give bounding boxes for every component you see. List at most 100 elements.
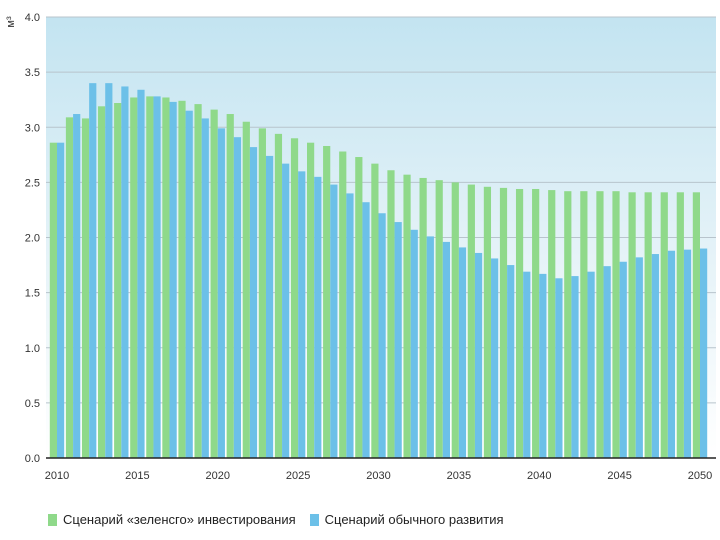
bar-blue-2036 <box>474 252 483 458</box>
bar-green-2028 <box>339 151 347 458</box>
x-tick-label: 2015 <box>125 470 149 482</box>
legend: Сценарий «зеленсго» инвестирования Сцена… <box>48 512 518 527</box>
bar-blue-2016 <box>153 96 161 458</box>
bar-blue-2049 <box>683 249 692 458</box>
legend-item-blue: Сценарий обычного развития <box>309 512 504 527</box>
y-tick-label: 3.5 <box>25 67 40 79</box>
bar-green-2015 <box>130 97 138 458</box>
y-unit-label: м³ <box>5 16 17 28</box>
bar-blue-2050 <box>700 248 708 458</box>
x-tick-label: 2050 <box>688 470 712 482</box>
bar-green-2033 <box>419 177 427 458</box>
bar-blue-2033 <box>426 236 434 458</box>
bar-green-2016 <box>146 96 154 458</box>
bar-green-2014 <box>114 103 122 458</box>
bar-green-2025 <box>290 138 299 458</box>
bar-blue-2032 <box>410 229 418 458</box>
bar-green-2010 <box>49 142 57 458</box>
x-tick-label: 2035 <box>447 470 471 482</box>
bar-green-2043 <box>580 191 588 458</box>
bar-green-2046 <box>628 192 636 459</box>
y-tick-label: 3.0 <box>25 122 40 134</box>
bar-blue-2018 <box>185 110 193 459</box>
bar-blue-2037 <box>491 258 499 458</box>
bar-green-2022 <box>242 121 250 459</box>
bar-blue-2019 <box>201 118 209 459</box>
bar-blue-2027 <box>330 184 338 458</box>
bar-green-2032 <box>403 174 411 458</box>
bar-blue-2013 <box>105 83 113 459</box>
bar-blue-2024 <box>282 163 290 458</box>
x-tick-labels: 2010 2015 2020 2025 2030 2035 2040 2045 2050 <box>45 470 712 482</box>
bar-blue-2044 <box>603 266 611 458</box>
bar-green-2037 <box>483 186 492 459</box>
bar-green-2019 <box>194 104 202 458</box>
bar-blue-2014 <box>121 86 129 459</box>
bar-green-2048 <box>660 192 668 459</box>
bar-green-2034 <box>435 180 443 459</box>
bar-green-2038 <box>499 187 508 458</box>
bar-green-2030 <box>371 163 379 458</box>
x-tick-label: 2020 <box>206 470 230 482</box>
bar-green-2011 <box>65 117 74 458</box>
bar-groups <box>49 83 708 459</box>
legend-swatch-blue <box>309 513 319 526</box>
bar-blue-2011 <box>73 114 81 459</box>
bar-green-2018 <box>178 100 186 458</box>
bar-blue-2017 <box>169 101 177 458</box>
bar-green-2036 <box>467 184 475 458</box>
bar-green-2040 <box>532 188 540 459</box>
x-tick-label: 2045 <box>607 470 631 482</box>
bar-green-2012 <box>81 118 90 459</box>
bar-green-2021 <box>226 114 234 459</box>
bar-green-2024 <box>274 133 283 458</box>
bar-blue-2045 <box>619 261 627 458</box>
bar-green-2031 <box>387 170 395 458</box>
bar-blue-2029 <box>362 202 370 458</box>
bar-blue-2034 <box>442 241 450 458</box>
bar-green-2045 <box>612 191 620 458</box>
x-tick-label: 2025 <box>286 470 310 482</box>
bar-green-2023 <box>258 128 266 458</box>
bar-green-2020 <box>210 109 218 459</box>
x-tick-label: 2010 <box>45 470 69 482</box>
bar-green-2049 <box>676 192 684 459</box>
bar-blue-2048 <box>667 250 676 458</box>
legend-item-green: Сценарий «зеленсго» инвестирования <box>48 512 296 527</box>
bar-blue-2023 <box>265 155 274 458</box>
y-tick-label: 2.5 <box>25 177 40 189</box>
bar-green-2050 <box>692 192 700 459</box>
y-tick-label: 1.0 <box>25 343 40 355</box>
bar-blue-2041 <box>555 278 563 458</box>
bar-green-2044 <box>596 191 604 458</box>
bar-blue-2031 <box>394 222 402 458</box>
bar-blue-2039 <box>523 271 531 458</box>
bar-blue-2021 <box>233 137 242 459</box>
bar-blue-2026 <box>314 176 322 459</box>
y-tick-label: 1.5 <box>25 288 40 300</box>
bar-green-2026 <box>307 142 315 458</box>
bar-green-2039 <box>515 188 524 459</box>
bar-blue-2025 <box>298 171 306 458</box>
bar-blue-2012 <box>89 83 97 459</box>
legend-label-blue: Сценарий обычного развития <box>324 512 504 527</box>
y-tick-label: 4.0 <box>25 12 40 24</box>
bar-blue-2043 <box>587 271 595 458</box>
bar-green-2041 <box>548 190 556 458</box>
bar-blue-2020 <box>217 128 225 458</box>
bar-green-2047 <box>644 192 652 459</box>
bar-blue-2042 <box>571 276 579 458</box>
legend-label-green: Сценарий «зеленсго» инвестирования <box>63 512 296 527</box>
bar-green-2035 <box>451 182 459 459</box>
bar-blue-2015 <box>137 89 145 459</box>
x-tick-label: 2040 <box>527 470 551 482</box>
bar-blue-2047 <box>651 254 659 458</box>
x-tick-label: 2030 <box>366 470 390 482</box>
bar-blue-2035 <box>458 247 467 458</box>
bar-blue-2022 <box>249 147 258 458</box>
bar-green-2029 <box>355 157 363 458</box>
y-tick-label: 0.5 <box>25 398 40 410</box>
y-tick-label: 2.0 <box>25 233 40 245</box>
bar-green-2042 <box>564 191 572 458</box>
